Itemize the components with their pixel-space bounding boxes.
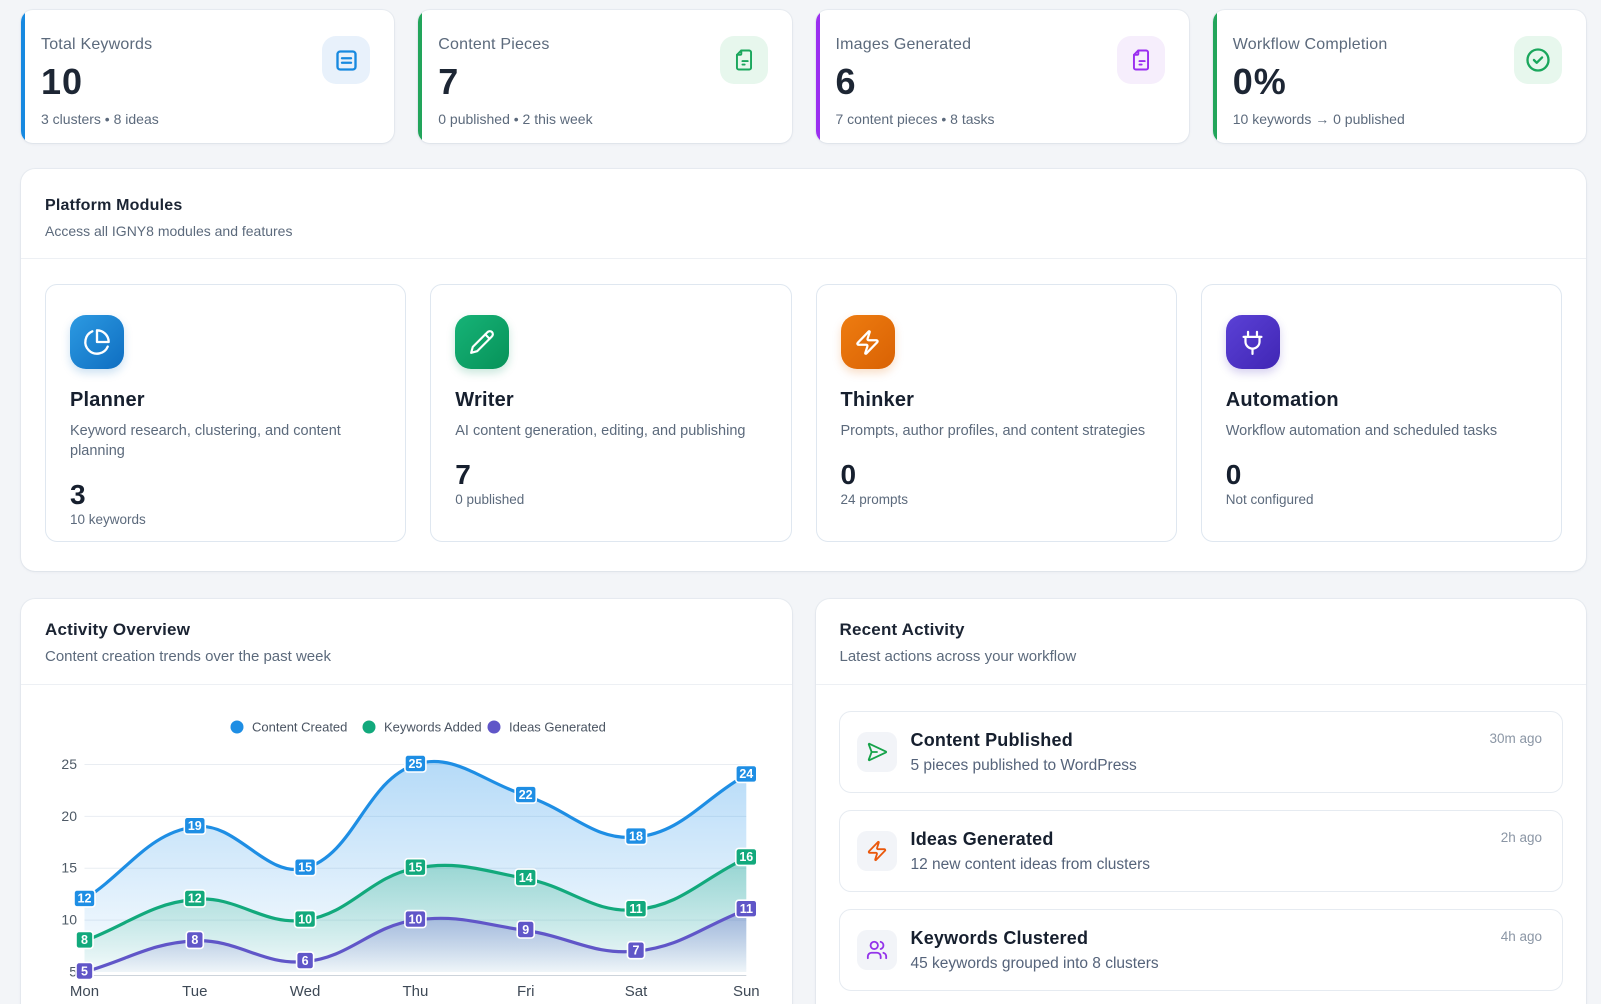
svg-text:Keywords Added: Keywords Added xyxy=(384,720,482,735)
svg-text:19: 19 xyxy=(188,819,202,833)
svg-text:8: 8 xyxy=(81,933,88,947)
svg-text:10: 10 xyxy=(298,912,312,926)
svg-text:11: 11 xyxy=(740,902,753,916)
svg-text:Wed: Wed xyxy=(290,983,321,1000)
svg-text:25: 25 xyxy=(61,756,77,772)
svg-text:25: 25 xyxy=(408,757,422,771)
svg-text:9: 9 xyxy=(522,923,529,937)
svg-text:24: 24 xyxy=(739,767,753,781)
svg-text:5: 5 xyxy=(81,964,88,978)
svg-text:Content Created: Content Created xyxy=(252,720,347,735)
svg-text:Thu: Thu xyxy=(402,983,428,1000)
svg-text:Mon: Mon xyxy=(70,983,99,1000)
svg-text:5: 5 xyxy=(69,964,77,980)
svg-text:Tue: Tue xyxy=(182,983,207,1000)
svg-text:12: 12 xyxy=(188,892,202,906)
svg-text:12: 12 xyxy=(78,892,92,906)
svg-text:18: 18 xyxy=(629,829,643,843)
svg-text:6: 6 xyxy=(302,954,309,968)
svg-text:16: 16 xyxy=(739,850,753,864)
svg-text:Sun: Sun xyxy=(733,983,760,1000)
svg-text:15: 15 xyxy=(298,861,312,875)
svg-text:7: 7 xyxy=(633,944,640,958)
svg-text:15: 15 xyxy=(61,860,77,876)
svg-text:11: 11 xyxy=(629,902,642,916)
svg-text:8: 8 xyxy=(191,933,198,947)
svg-text:14: 14 xyxy=(519,871,533,885)
svg-text:Sat: Sat xyxy=(625,983,648,1000)
svg-text:10: 10 xyxy=(61,912,77,928)
svg-text:10: 10 xyxy=(408,912,422,926)
svg-text:22: 22 xyxy=(519,788,533,802)
svg-text:20: 20 xyxy=(61,808,77,824)
svg-text:15: 15 xyxy=(408,861,422,875)
svg-text:Ideas Generated: Ideas Generated xyxy=(509,720,606,735)
svg-text:Fri: Fri xyxy=(517,983,535,1000)
